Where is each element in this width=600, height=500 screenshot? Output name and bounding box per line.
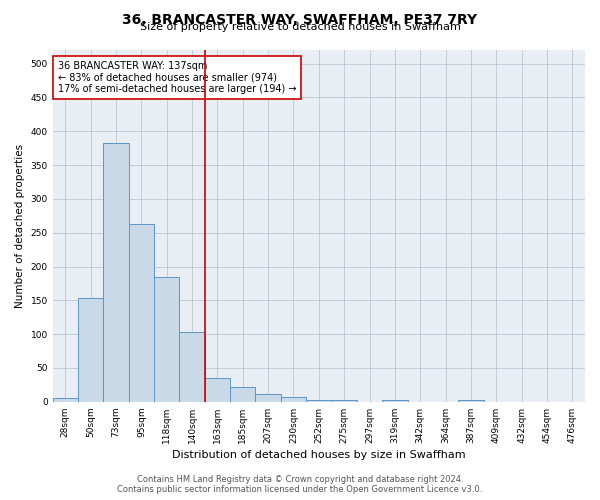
- Bar: [306, 400, 332, 402]
- Bar: [179, 332, 205, 402]
- Text: 36, BRANCASTER WAY, SWAFFHAM, PE37 7RY: 36, BRANCASTER WAY, SWAFFHAM, PE37 7RY: [122, 12, 478, 26]
- Text: Contains HM Land Registry data © Crown copyright and database right 2024.
Contai: Contains HM Land Registry data © Crown c…: [118, 474, 482, 494]
- Bar: [78, 298, 103, 402]
- Bar: [332, 400, 357, 402]
- Bar: [281, 397, 306, 402]
- Bar: [103, 144, 129, 402]
- Bar: [53, 398, 78, 402]
- Bar: [154, 276, 179, 402]
- Bar: [458, 400, 484, 402]
- X-axis label: Distribution of detached houses by size in Swaffham: Distribution of detached houses by size …: [172, 450, 466, 460]
- Text: Size of property relative to detached houses in Swaffham: Size of property relative to detached ho…: [140, 22, 460, 32]
- Text: 36 BRANCASTER WAY: 137sqm
← 83% of detached houses are smaller (974)
17% of semi: 36 BRANCASTER WAY: 137sqm ← 83% of detac…: [58, 60, 296, 94]
- Y-axis label: Number of detached properties: Number of detached properties: [15, 144, 25, 308]
- Bar: [382, 400, 407, 402]
- Bar: [205, 378, 230, 402]
- Bar: [230, 387, 256, 402]
- Bar: [256, 394, 281, 402]
- Bar: [129, 224, 154, 402]
